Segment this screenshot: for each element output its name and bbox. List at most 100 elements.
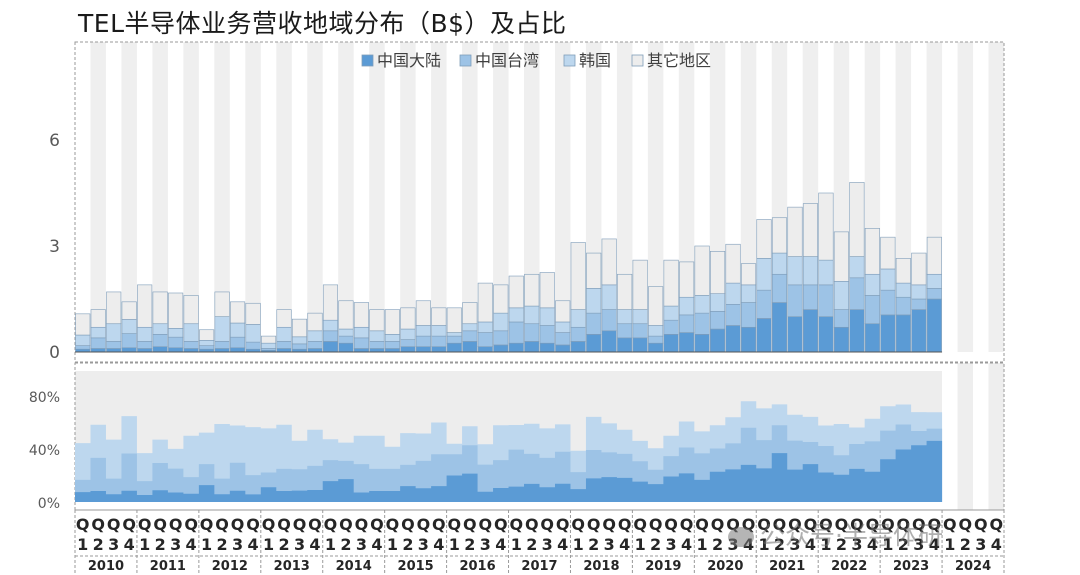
bar-2: [121, 333, 137, 349]
quarter-label: Q: [819, 515, 833, 534]
year-label: 2022: [831, 559, 867, 574]
legend-label: 中国大陆: [377, 51, 441, 70]
bar-4: [895, 258, 911, 284]
bar-1: [771, 302, 788, 353]
bar-3: [756, 258, 772, 291]
bar-2: [524, 323, 540, 342]
legend-swatch: [631, 54, 644, 67]
bar-3: [617, 309, 633, 325]
quarter-label: Q: [184, 515, 198, 534]
bg-column: [647, 42, 664, 352]
bar-3: [911, 284, 927, 300]
quarter-number: 4: [247, 535, 258, 554]
bar-4: [400, 307, 416, 330]
quarter-label: Q: [943, 515, 957, 534]
bar-2: [400, 339, 416, 347]
bar-3: [802, 256, 819, 286]
quarter-number: 2: [526, 535, 537, 554]
bg-column: [957, 42, 974, 352]
quarter-label: Q: [293, 515, 307, 534]
bar-2: [214, 341, 230, 349]
bar-4: [369, 309, 385, 332]
quarter-number: 3: [666, 535, 677, 554]
bar-3: [260, 342, 277, 349]
bar-4: [771, 217, 788, 254]
bar-3: [725, 282, 741, 305]
quarter-number: 2: [650, 535, 661, 554]
bar-1: [787, 316, 803, 353]
quarter-label: Q: [339, 515, 353, 534]
quarter-number: 4: [681, 535, 692, 554]
quarter-label: Q: [91, 515, 105, 534]
quarter-number: 3: [294, 535, 305, 554]
quarter-number: 1: [635, 535, 646, 554]
bar-1: [369, 348, 385, 353]
bar-2: [833, 309, 849, 328]
bar-1: [384, 348, 400, 353]
bar-1: [617, 337, 633, 353]
bar-2: [291, 343, 308, 350]
y-tick-label: 0: [49, 343, 60, 363]
bar-4: [508, 275, 524, 309]
bar-1: [864, 323, 880, 353]
bar-3: [710, 293, 726, 312]
bar-4: [477, 282, 493, 323]
bar-4: [276, 309, 292, 328]
year-label: 2018: [583, 559, 619, 574]
bar-4: [787, 206, 803, 257]
bar-3: [586, 288, 602, 314]
bar-2: [864, 295, 880, 325]
quarter-label: Q: [153, 515, 167, 534]
quarter-label: Q: [525, 515, 539, 534]
y-tick-label: 40%: [29, 443, 60, 459]
quarter-number: 2: [278, 535, 289, 554]
bar-3: [648, 325, 664, 337]
quarter-label: Q: [711, 515, 725, 534]
year-label: 2011: [150, 559, 186, 574]
bg-column: [152, 42, 168, 352]
bar-1: [477, 346, 493, 353]
quarter-label: Q: [804, 515, 818, 534]
bar-3: [601, 284, 617, 310]
bar-4: [818, 192, 834, 261]
year-label: 2020: [707, 559, 743, 574]
quarter-label: Q: [401, 515, 415, 534]
bar-2: [725, 303, 741, 326]
quarter-label: Q: [649, 515, 663, 534]
y-tick-label: 0%: [38, 496, 60, 512]
quarter-label: Q: [494, 515, 508, 534]
bar-2: [369, 341, 385, 349]
bar-3: [555, 321, 571, 333]
bar-1: [555, 344, 571, 353]
bar-3: [508, 307, 524, 323]
bar-1: [632, 337, 648, 353]
bg-column: [214, 42, 230, 352]
quarter-label: Q: [587, 515, 601, 534]
quarter-number: 2: [340, 535, 351, 554]
bar-3: [322, 319, 339, 332]
bar-1: [802, 309, 819, 353]
bar-1: [818, 316, 834, 353]
quarter-label: Q: [138, 515, 152, 534]
bar-2: [648, 335, 664, 344]
bg-column: [245, 42, 261, 352]
bar-1: [508, 342, 524, 353]
bar-1: [694, 334, 710, 353]
bg-column: [121, 42, 137, 352]
bar-3: [477, 321, 493, 333]
quarter-number: 1: [325, 535, 336, 554]
bar-2: [168, 336, 184, 349]
bar-2: [183, 341, 199, 349]
quarter-number: 2: [836, 535, 847, 554]
bar-3: [168, 328, 184, 338]
bar-4: [183, 295, 199, 325]
quarter-label: Q: [757, 515, 771, 534]
quarter-number: 4: [495, 535, 506, 554]
bar-4: [555, 300, 571, 323]
bar-2: [152, 334, 168, 348]
legend-label: 其它地区: [647, 51, 711, 70]
quarter-label: Q: [277, 515, 291, 534]
bar-1: [431, 346, 447, 353]
bar-2: [740, 302, 757, 328]
bar-4: [260, 335, 277, 344]
